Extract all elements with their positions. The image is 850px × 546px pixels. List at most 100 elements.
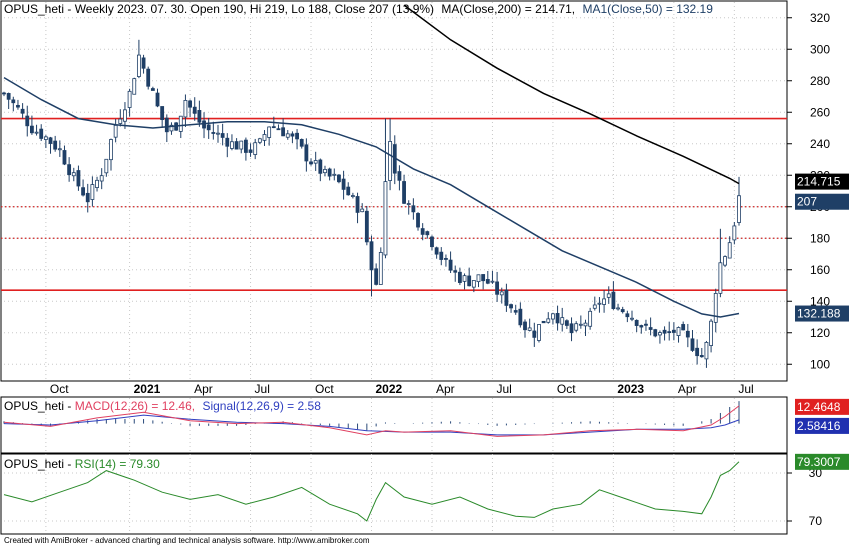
candle-body (662, 329, 667, 334)
candle-body (146, 68, 151, 87)
candle-body (341, 178, 346, 190)
rsi-line (3, 461, 740, 522)
candle-body (471, 280, 476, 288)
candle-body (685, 330, 690, 338)
candle-body (216, 132, 220, 135)
candle-body (583, 322, 588, 327)
candle-body (732, 225, 737, 241)
candle-body (355, 196, 360, 213)
candle-body (155, 92, 160, 107)
candles (2, 39, 741, 368)
price-tick-label: 280 (810, 74, 830, 88)
badge-signal: 2.58416 (795, 417, 849, 434)
badge-close: 207 (795, 193, 849, 210)
candle-body (485, 279, 490, 284)
ma50-line (3, 76, 740, 318)
candle-body (71, 172, 76, 177)
candle-body (453, 270, 458, 273)
candle-body (402, 181, 406, 204)
candle-body (192, 106, 197, 114)
candle-body (532, 330, 537, 338)
candle-body (48, 137, 53, 144)
candle-body (718, 262, 723, 294)
candle-body (188, 100, 192, 108)
candle-body (253, 142, 258, 155)
candle-body (695, 347, 700, 357)
candle-body (267, 126, 272, 138)
badge-ma50-text: 132.188 (797, 307, 841, 321)
candle-body (546, 318, 551, 323)
candle-body (225, 137, 230, 147)
candle-body (53, 140, 58, 150)
candle-body (29, 125, 34, 134)
ma200-line (403, 4, 740, 185)
candle-body (499, 291, 504, 296)
candle-body (67, 164, 72, 176)
candle-body (602, 298, 607, 305)
candle-body (262, 134, 267, 141)
candle-body (555, 313, 560, 324)
candle-body (90, 184, 95, 200)
candle-body (57, 148, 62, 151)
ma200-label: MA(Close,200) = 214.71, (441, 2, 575, 16)
price-tick-label: 320 (810, 11, 830, 25)
candle-body (76, 170, 81, 187)
badge-signal-text: 2.58416 (797, 419, 841, 433)
candle-body (397, 171, 402, 181)
candle-body (537, 324, 541, 341)
candle-body (448, 259, 453, 271)
candle-body (132, 78, 137, 95)
candle-body (658, 332, 662, 336)
rsi-label: RSI(14) = 79.30 (75, 457, 160, 471)
candle-body (560, 317, 565, 325)
price-tick-label: 140 (810, 294, 830, 308)
candle-body (95, 179, 99, 188)
price-tick-label: 300 (810, 42, 830, 56)
candle-body (290, 133, 295, 137)
level-lines (1, 117, 787, 292)
candle-body (639, 325, 644, 328)
macd-label: MACD(12,26) = 12.46, (75, 399, 195, 413)
candle-body (513, 310, 518, 313)
rsi-tick-label: 70 (809, 514, 823, 528)
candle-body (434, 247, 439, 255)
price-tick-label: 120 (810, 326, 830, 340)
candle-body (630, 317, 634, 320)
candle-body (332, 173, 337, 176)
candle-body (248, 149, 253, 153)
candle-body (388, 141, 393, 181)
candle-body (20, 108, 25, 114)
candle-body (206, 124, 211, 131)
candle-body (271, 126, 276, 129)
candle-body (444, 258, 448, 260)
candle-body (467, 275, 472, 287)
candle-body (118, 118, 123, 124)
candle-body (509, 304, 513, 309)
candle-body (211, 132, 216, 134)
axis-labels: 100120140160180200220240260280300320Oct2… (50, 11, 830, 528)
x-axis-label: 2021 (134, 382, 161, 396)
x-axis-label: Jul (738, 382, 753, 396)
candle-body (634, 319, 639, 326)
badge-close-text: 207 (797, 195, 817, 209)
candle-body (416, 213, 420, 228)
candle-body (574, 323, 579, 331)
candle-body (644, 323, 648, 326)
candle-body (653, 329, 658, 337)
candle-body (327, 168, 332, 177)
signal-label: Signal(12,26,9) = 2.58 (202, 399, 321, 413)
x-axis-label: 2022 (376, 382, 403, 396)
x-axis-label: 2023 (617, 382, 644, 396)
x-axis-label: Apr (678, 382, 697, 396)
candle-body (541, 320, 546, 324)
candle-body (239, 140, 244, 150)
candle-body (299, 139, 304, 147)
badge-rsi-text: 79.3007 (797, 455, 841, 469)
candle-body (257, 138, 262, 143)
candle-body (476, 274, 481, 283)
candle-body (411, 205, 416, 213)
candle-body (220, 133, 225, 138)
candle-body (620, 309, 625, 313)
x-axis-label: Jul (255, 382, 270, 396)
candle-body (99, 175, 104, 182)
